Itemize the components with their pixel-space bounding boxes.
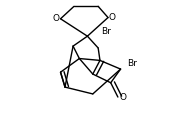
- Text: Br: Br: [101, 27, 111, 36]
- Text: O: O: [120, 93, 127, 102]
- Text: O: O: [109, 13, 116, 22]
- Text: O: O: [53, 14, 60, 23]
- Text: Br: Br: [127, 59, 137, 68]
